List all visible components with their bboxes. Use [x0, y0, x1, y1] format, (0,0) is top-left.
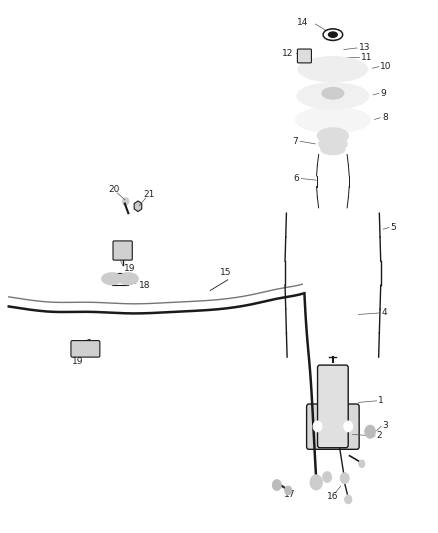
Text: 19: 19: [72, 357, 84, 366]
FancyBboxPatch shape: [307, 404, 359, 449]
Text: 6: 6: [294, 174, 300, 183]
Text: 11: 11: [361, 53, 373, 61]
Ellipse shape: [328, 32, 337, 37]
Circle shape: [272, 480, 281, 490]
Text: 15: 15: [220, 269, 231, 277]
Ellipse shape: [118, 273, 138, 285]
FancyBboxPatch shape: [318, 365, 348, 448]
Text: 5: 5: [391, 223, 396, 232]
Text: 13: 13: [359, 44, 371, 52]
Ellipse shape: [318, 128, 348, 144]
Text: 8: 8: [382, 114, 388, 122]
Text: 19: 19: [124, 264, 135, 272]
Text: 2: 2: [377, 432, 382, 440]
Text: 18: 18: [139, 281, 151, 289]
Text: 10: 10: [380, 62, 392, 71]
Text: 7: 7: [292, 137, 298, 146]
Text: 20: 20: [108, 185, 120, 193]
FancyBboxPatch shape: [71, 341, 100, 357]
Circle shape: [313, 421, 322, 432]
Ellipse shape: [318, 137, 347, 151]
Text: 21: 21: [143, 190, 155, 199]
Text: 1: 1: [378, 397, 384, 405]
Circle shape: [345, 495, 352, 504]
Ellipse shape: [325, 30, 341, 39]
Text: 16: 16: [327, 492, 339, 501]
Text: 14: 14: [297, 18, 309, 27]
FancyBboxPatch shape: [113, 241, 132, 260]
Text: 9: 9: [380, 89, 386, 98]
Ellipse shape: [102, 273, 121, 285]
Circle shape: [123, 198, 129, 205]
Ellipse shape: [297, 83, 369, 109]
Ellipse shape: [321, 144, 345, 155]
Ellipse shape: [298, 56, 368, 82]
Circle shape: [323, 472, 332, 482]
Circle shape: [340, 473, 349, 483]
Circle shape: [365, 425, 375, 438]
Text: 3: 3: [382, 421, 388, 430]
Text: 17: 17: [284, 490, 296, 498]
FancyBboxPatch shape: [297, 49, 311, 63]
Text: 4: 4: [382, 309, 388, 317]
Text: 12: 12: [282, 49, 293, 58]
Ellipse shape: [296, 107, 370, 133]
Circle shape: [310, 475, 322, 490]
Ellipse shape: [323, 29, 343, 41]
Ellipse shape: [322, 87, 344, 99]
Circle shape: [285, 486, 292, 495]
Circle shape: [359, 460, 365, 467]
Circle shape: [344, 421, 353, 432]
